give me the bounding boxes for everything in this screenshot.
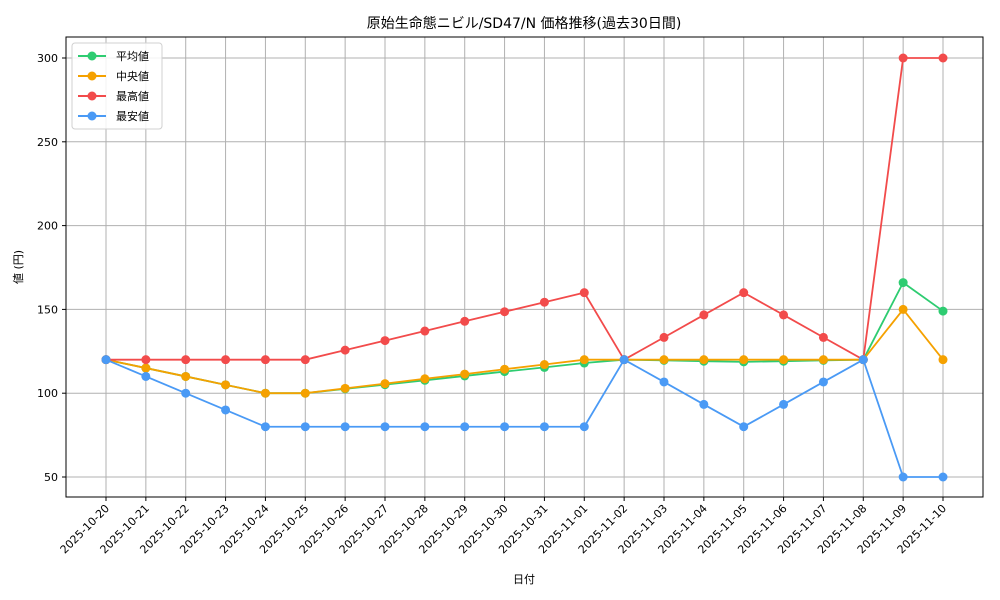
data-point xyxy=(300,388,310,398)
data-point xyxy=(898,278,908,288)
legend-label: 最安値 xyxy=(116,109,149,123)
data-point xyxy=(579,422,589,432)
y-tick-label: 200 xyxy=(37,220,58,233)
series-1 xyxy=(101,304,948,398)
data-point xyxy=(579,288,589,298)
legend-marker xyxy=(87,71,97,81)
data-point xyxy=(898,472,908,482)
series-line xyxy=(105,281,944,395)
legend-box xyxy=(71,42,163,130)
x-axis-label: 日付 xyxy=(513,573,535,586)
data-point xyxy=(938,306,948,316)
series-3 xyxy=(101,355,948,482)
data-point xyxy=(181,371,191,381)
data-point xyxy=(380,336,390,346)
legend-label: 中央値 xyxy=(116,70,149,83)
data-point xyxy=(260,355,270,365)
data-point xyxy=(898,53,908,63)
x-axis: 2025-10-202025-10-212025-10-222025-10-23… xyxy=(58,497,949,556)
data-point xyxy=(181,388,191,398)
series-line xyxy=(105,358,943,478)
data-point xyxy=(500,307,510,317)
data-point xyxy=(858,355,868,365)
legend-marker xyxy=(87,51,97,61)
legend-item: 最高値 xyxy=(78,89,149,103)
data-point xyxy=(818,332,828,342)
y-tick-label: 100 xyxy=(37,387,58,400)
data-point xyxy=(898,304,908,314)
data-point xyxy=(539,360,549,370)
data-point xyxy=(779,399,789,409)
data-point xyxy=(659,332,669,342)
data-point xyxy=(260,422,270,432)
legend-marker xyxy=(87,111,97,121)
data-point xyxy=(539,297,549,307)
data-point xyxy=(340,345,350,355)
data-point xyxy=(739,355,749,365)
y-axis: 50 100 150 200 250 300 xyxy=(37,52,66,484)
data-point xyxy=(221,380,231,390)
series-layer xyxy=(101,53,948,482)
legend-item: 中央値 xyxy=(78,70,149,83)
data-point xyxy=(779,310,789,320)
series-line xyxy=(105,307,944,395)
data-point xyxy=(460,422,470,432)
data-point xyxy=(460,369,470,379)
y-axis-label: 値 (円) xyxy=(12,250,25,284)
legend-label: 平均値 xyxy=(116,50,149,63)
data-point xyxy=(300,355,310,365)
data-point xyxy=(460,316,470,326)
legend-label: 最高値 xyxy=(116,89,149,103)
data-point xyxy=(579,355,589,365)
data-point xyxy=(221,355,231,365)
legend-item: 平均値 xyxy=(78,50,149,63)
data-point xyxy=(699,399,709,409)
data-point xyxy=(739,288,749,298)
data-point xyxy=(380,422,390,432)
y-tick-label: 250 xyxy=(37,136,58,149)
legend-item: 最安値 xyxy=(78,109,149,123)
data-point xyxy=(260,388,270,398)
data-point xyxy=(221,405,231,415)
grid-lines xyxy=(66,37,983,497)
chart-title: 原始生命態ニビル/SD47/N 価格推移(過去30日間) xyxy=(367,15,682,32)
y-tick-label: 50 xyxy=(44,471,58,484)
legend-marker xyxy=(87,91,97,101)
data-point xyxy=(818,355,828,365)
series-2 xyxy=(101,53,948,365)
data-point xyxy=(101,355,111,365)
data-point xyxy=(420,374,430,384)
data-point xyxy=(300,422,310,432)
series-line xyxy=(106,57,943,362)
y-tick-label: 300 xyxy=(37,52,58,65)
y-tick-label: 150 xyxy=(37,303,58,316)
data-point xyxy=(141,355,151,365)
data-point xyxy=(500,422,510,432)
data-point xyxy=(420,326,430,336)
data-point xyxy=(181,355,191,365)
data-point xyxy=(938,472,948,482)
data-point xyxy=(699,355,709,365)
data-point xyxy=(500,364,510,374)
data-point xyxy=(659,355,669,365)
data-point xyxy=(141,363,151,373)
data-point xyxy=(938,53,948,63)
data-point xyxy=(380,379,390,389)
plot-area-frame xyxy=(65,36,984,498)
data-point xyxy=(739,422,749,432)
data-point xyxy=(340,422,350,432)
data-point xyxy=(699,310,709,320)
data-point xyxy=(938,355,948,365)
data-point xyxy=(659,377,669,387)
data-point xyxy=(539,422,549,432)
data-point xyxy=(340,383,350,393)
data-point xyxy=(141,371,151,381)
data-point xyxy=(420,422,430,432)
data-point xyxy=(818,377,828,387)
data-point xyxy=(619,355,629,365)
data-point xyxy=(779,355,789,365)
